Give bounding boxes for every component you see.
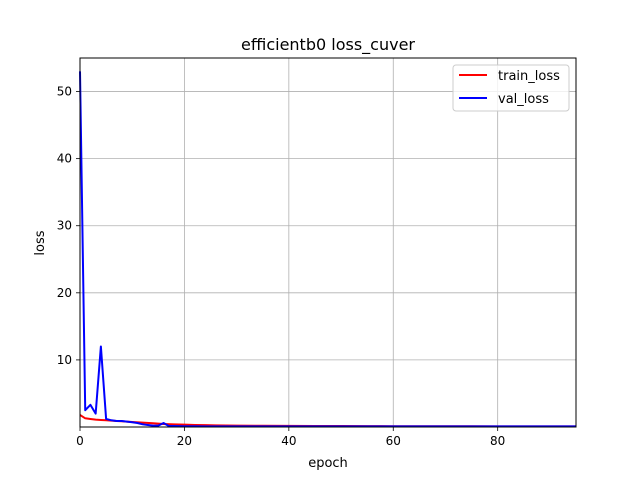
x-tick-label: 80 [490,434,505,448]
y-tick-label: 10 [57,353,72,367]
legend: train_loss val_loss [452,64,570,112]
legend-label-val-loss: val_loss [498,92,549,107]
x-tick-label: 60 [386,434,401,448]
series-line-val-loss [79,71,576,428]
chart-title: efficientb0 loss_cuver [241,35,415,55]
series-layer [79,71,576,428]
y-tick-label: 20 [57,286,72,300]
y-tick-label: 40 [57,152,72,166]
x-tick-label: 0 [76,434,84,448]
legend-label-train-loss: train_loss [498,69,560,84]
x-axis-label: epoch [308,456,348,471]
y-tick-label: 50 [57,85,72,99]
y-axis-label: loss [33,230,48,255]
plot-frame [79,57,577,428]
ticks: 0 20 40 60 80 10 20 30 40 50 [57,85,506,448]
x-tick-label: 20 [177,434,192,448]
x-tick-label: 40 [281,434,296,448]
y-tick-label: 30 [57,219,72,233]
legend-box [452,64,570,112]
